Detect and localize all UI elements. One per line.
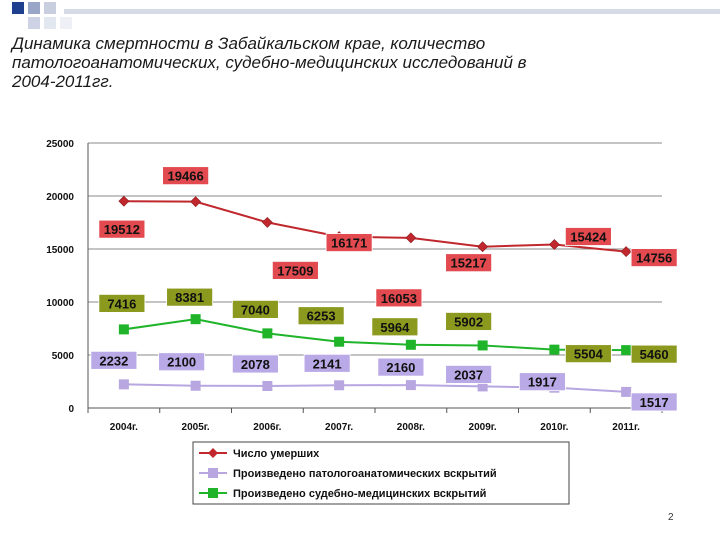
- data-point: [190, 196, 202, 208]
- data-point: [405, 380, 416, 391]
- data-point: [620, 246, 632, 258]
- legend-entry: Произведено судебно-медицинских вскрытий: [233, 488, 486, 500]
- decorative-squares: [12, 2, 720, 29]
- page-number: 2: [668, 512, 674, 523]
- y-tick-label: 10000: [46, 298, 74, 309]
- data-label-box: [271, 261, 319, 280]
- data-label-box: [162, 166, 210, 186]
- y-tick-label: 20000: [46, 192, 74, 203]
- data-label: 1917: [528, 375, 557, 390]
- data-point: [621, 386, 632, 397]
- legend-entry: Произведено патологоанатомических вскрыт…: [233, 468, 497, 480]
- data-label: 7040: [241, 302, 270, 317]
- data-label: 6253: [307, 309, 336, 324]
- page-title: Динамика смертности в Забайкальском крае…: [12, 34, 527, 91]
- data-label: 5460: [640, 347, 669, 362]
- data-label: 2232: [99, 353, 128, 368]
- data-label-box: [445, 312, 493, 331]
- data-label-box: [377, 357, 425, 377]
- legend-entry: Число умерших: [233, 448, 320, 460]
- data-point: [621, 345, 632, 356]
- data-label: 7416: [107, 296, 136, 311]
- y-tick-label: 25000: [46, 139, 74, 150]
- data-point: [261, 216, 273, 228]
- data-label: 2141: [313, 356, 342, 371]
- data-label: 2100: [167, 355, 196, 370]
- x-tick-label: 2004г.: [110, 422, 138, 433]
- data-point: [548, 239, 560, 250]
- x-tick-label: 2005г.: [182, 422, 210, 433]
- data-label: 8381: [175, 290, 204, 305]
- data-label-box: [445, 365, 493, 384]
- data-label-box: [630, 392, 678, 412]
- x-tick-label: 2008г.: [397, 422, 425, 433]
- legend-swatch-marker: [208, 488, 218, 498]
- data-point: [262, 380, 273, 391]
- legend-box: [192, 441, 570, 505]
- data-label-box: [158, 352, 206, 372]
- data-label-box: [231, 354, 279, 374]
- data-label-box: [297, 306, 345, 326]
- data-label: 16053: [381, 291, 417, 306]
- data-point: [118, 379, 129, 390]
- data-point: [477, 241, 489, 253]
- data-label-box: [90, 350, 138, 370]
- x-tick-label: 2010г.: [540, 422, 568, 433]
- data-label-box: [231, 299, 279, 319]
- data-label-box: [98, 219, 146, 239]
- x-tick-label: 2009г.: [469, 422, 497, 433]
- legend-swatch-marker: [208, 448, 218, 458]
- data-label: 14756: [636, 251, 672, 266]
- data-point: [262, 328, 273, 339]
- data-label-box: [325, 233, 373, 252]
- y-tick-label: 15000: [46, 245, 74, 256]
- data-point: [405, 339, 416, 350]
- data-label-box: [375, 288, 423, 308]
- data-point: [405, 232, 417, 244]
- x-tick-label: 2007г.: [325, 422, 353, 433]
- series-line: [123, 200, 627, 253]
- y-tick-label: 0: [68, 404, 74, 415]
- y-tick-label: 5000: [52, 351, 75, 362]
- data-label: 15424: [570, 230, 607, 245]
- data-label: 16171: [331, 236, 367, 251]
- data-label: 19466: [168, 169, 204, 184]
- x-tick-label: 2011г.: [612, 422, 640, 433]
- data-label: 2078: [241, 357, 270, 372]
- data-point: [190, 380, 201, 391]
- data-label: 19512: [104, 222, 140, 237]
- data-label-box: [564, 344, 612, 364]
- data-point: [118, 195, 130, 207]
- data-label: 15217: [451, 256, 487, 271]
- data-point: [118, 324, 129, 335]
- x-tick-label: 2006г.: [253, 422, 281, 433]
- data-label: 17509: [277, 263, 313, 278]
- data-label-box: [166, 287, 214, 307]
- data-label-box: [630, 344, 678, 364]
- data-label-box: [518, 372, 566, 392]
- data-label: 2037: [454, 367, 483, 382]
- data-point: [549, 344, 560, 355]
- data-label: 1517: [640, 395, 669, 410]
- data-label-box: [564, 227, 612, 246]
- data-label-box: [303, 353, 351, 373]
- data-label-box: [371, 317, 419, 337]
- data-label: 2160: [386, 360, 415, 375]
- data-point: [477, 381, 488, 392]
- data-point: [190, 314, 201, 325]
- data-label: 5902: [454, 314, 483, 329]
- series-line: [123, 318, 627, 352]
- data-point: [334, 336, 345, 347]
- data-label: 5504: [574, 347, 604, 362]
- data-label-box: [98, 293, 146, 313]
- legend-swatch-marker: [208, 468, 218, 478]
- data-label: 5964: [380, 320, 410, 335]
- data-point: [477, 340, 488, 351]
- data-label-box: [630, 248, 678, 267]
- data-label-box: [445, 253, 493, 273]
- data-point: [334, 380, 345, 391]
